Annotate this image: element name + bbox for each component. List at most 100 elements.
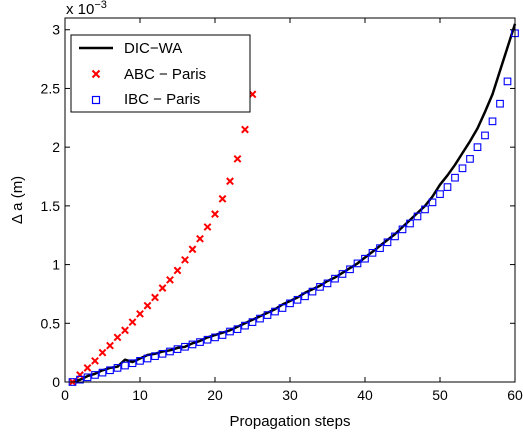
- point-ibc-paris: [428, 198, 437, 207]
- point-ibc-paris: [443, 183, 452, 191]
- point-ibc-paris: [316, 283, 324, 291]
- x-tick-label: 0: [61, 387, 69, 403]
- point-abc-paris: [106, 341, 114, 350]
- point-abc-paris: [158, 284, 167, 292]
- point-abc-paris: [83, 364, 92, 372]
- point-ibc-paris: [391, 232, 399, 241]
- point-ibc-paris: [271, 307, 279, 316]
- point-ibc-paris: [226, 327, 234, 336]
- point-ibc-paris: [338, 270, 347, 278]
- point-ibc-paris: [166, 347, 174, 356]
- point-ibc-paris: [353, 259, 362, 268]
- y-tick-label: 0.5: [41, 315, 61, 331]
- point-ibc-paris: [211, 333, 219, 342]
- point-ibc-paris: [218, 331, 227, 339]
- point-abc-paris: [98, 348, 107, 357]
- y-tick-label: 0: [52, 374, 60, 390]
- point-ibc-paris: [368, 248, 377, 257]
- point-ibc-paris: [383, 238, 392, 247]
- point-ibc-paris: [98, 368, 107, 377]
- point-ibc-paris: [488, 117, 497, 126]
- y-tick-label: 2: [52, 139, 60, 155]
- point-ibc-paris: [361, 254, 369, 263]
- point-ibc-paris: [346, 265, 354, 274]
- point-abc-paris: [181, 255, 189, 264]
- legend-label-dic-wa: DIC−WA: [124, 40, 182, 57]
- point-ibc-paris: [173, 345, 182, 353]
- point-ibc-paris: [406, 219, 414, 228]
- point-ibc-paris: [481, 131, 489, 140]
- point-ibc-paris: [143, 354, 152, 363]
- point-ibc-paris: [91, 371, 99, 379]
- point-ibc-paris: [158, 349, 167, 358]
- point-abc-paris: [241, 125, 249, 134]
- point-abc-paris: [143, 301, 152, 310]
- point-ibc-paris: [421, 205, 429, 214]
- x-axis-label: Propagation steps: [230, 413, 351, 430]
- point-abc-paris: [76, 371, 84, 379]
- point-abc-paris: [188, 245, 197, 254]
- point-abc-paris: [128, 318, 137, 327]
- x-tick-label: 40: [357, 387, 373, 403]
- point-abc-paris: [91, 356, 99, 365]
- point-abc-paris: [173, 266, 182, 275]
- point-ibc-paris: [323, 279, 332, 288]
- point-ibc-paris: [413, 212, 422, 221]
- x-tick-label: 10: [132, 387, 148, 403]
- point-ibc-paris: [436, 190, 444, 198]
- point-ibc-paris: [76, 375, 84, 384]
- point-ibc-paris: [278, 304, 287, 312]
- point-ibc-paris: [503, 77, 512, 86]
- point-ibc-paris: [106, 366, 114, 375]
- x-tick-label: 30: [282, 387, 298, 403]
- point-ibc-paris: [286, 299, 294, 308]
- y-tick-label: 1.5: [41, 198, 61, 214]
- point-ibc-paris: [451, 173, 459, 182]
- legend-label-abc-paris: ABC − Paris: [124, 66, 206, 83]
- y-tick-label: 1: [52, 257, 60, 273]
- point-ibc-paris: [496, 99, 504, 108]
- point-ibc-paris: [376, 244, 384, 252]
- x-tick-label: 20: [207, 387, 223, 403]
- point-abc-paris: [226, 177, 234, 186]
- y-exponent-label: x 10−3: [66, 0, 107, 18]
- point-ibc-paris: [151, 352, 159, 361]
- point-abc-paris: [203, 223, 212, 231]
- point-ibc-paris: [473, 143, 482, 152]
- point-abc-paris: [196, 234, 204, 243]
- y-tick-label: 3: [52, 22, 60, 38]
- point-ibc-paris: [308, 287, 317, 296]
- point-ibc-paris: [301, 292, 309, 301]
- point-ibc-paris: [293, 295, 302, 304]
- point-ibc-paris: [188, 340, 197, 349]
- point-ibc-paris: [263, 311, 272, 319]
- legend: DIC−WA ABC − Paris IBC − Paris: [70, 34, 251, 113]
- point-abc-paris: [233, 154, 242, 163]
- point-ibc-paris: [128, 359, 137, 368]
- point-abc-paris: [113, 333, 122, 342]
- ticks: 0 10 20 30 40 50 60 0 0.5 1 1.5 2 2.5 3: [41, 18, 523, 403]
- point-ibc-paris: [233, 325, 242, 334]
- y-axis-label: Δ a (m): [9, 176, 26, 224]
- y-exponent-power: −3: [94, 0, 107, 11]
- point-abc-paris: [121, 326, 129, 335]
- point-ibc-paris: [196, 338, 204, 346]
- x-tick-label: 60: [507, 387, 523, 403]
- point-ibc-paris: [241, 321, 249, 330]
- point-ibc-paris: [331, 274, 339, 283]
- point-abc-paris: [218, 194, 227, 203]
- point-ibc-paris: [83, 373, 92, 382]
- plot-marks: [68, 23, 519, 386]
- y-tick-label: 2.5: [41, 80, 61, 96]
- legend-swatch-ibc-paris: [91, 95, 101, 105]
- point-ibc-paris: [248, 318, 257, 326]
- point-ibc-paris: [121, 361, 129, 370]
- x-tick-label: 50: [432, 387, 448, 403]
- point-ibc-paris: [136, 357, 144, 365]
- point-ibc-paris: [256, 314, 264, 323]
- point-ibc-paris: [181, 342, 189, 351]
- point-abc-paris: [211, 210, 219, 218]
- point-ibc-paris: [203, 335, 212, 344]
